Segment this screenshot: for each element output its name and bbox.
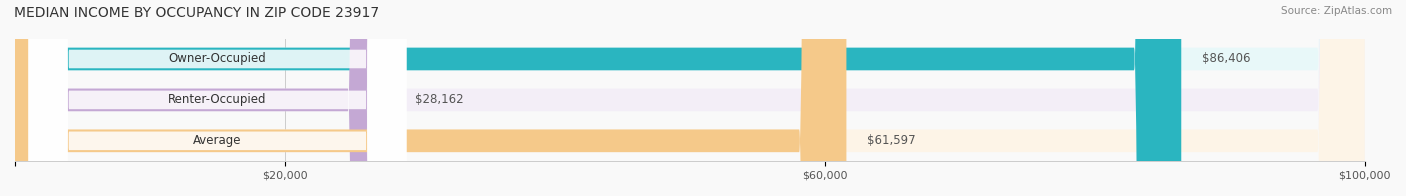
Text: Renter-Occupied: Renter-Occupied (169, 93, 267, 106)
Text: $28,162: $28,162 (415, 93, 464, 106)
Text: MEDIAN INCOME BY OCCUPANCY IN ZIP CODE 23917: MEDIAN INCOME BY OCCUPANCY IN ZIP CODE 2… (14, 6, 380, 20)
Text: $61,597: $61,597 (866, 134, 915, 147)
FancyBboxPatch shape (15, 0, 1365, 196)
FancyBboxPatch shape (28, 0, 406, 196)
FancyBboxPatch shape (15, 0, 1365, 196)
FancyBboxPatch shape (28, 0, 406, 196)
Text: Source: ZipAtlas.com: Source: ZipAtlas.com (1281, 6, 1392, 16)
FancyBboxPatch shape (15, 0, 846, 196)
FancyBboxPatch shape (28, 0, 406, 196)
FancyBboxPatch shape (15, 0, 1181, 196)
FancyBboxPatch shape (15, 0, 395, 196)
Text: Average: Average (193, 134, 242, 147)
Text: $86,406: $86,406 (1202, 53, 1250, 65)
Text: Owner-Occupied: Owner-Occupied (169, 53, 266, 65)
FancyBboxPatch shape (15, 0, 1365, 196)
